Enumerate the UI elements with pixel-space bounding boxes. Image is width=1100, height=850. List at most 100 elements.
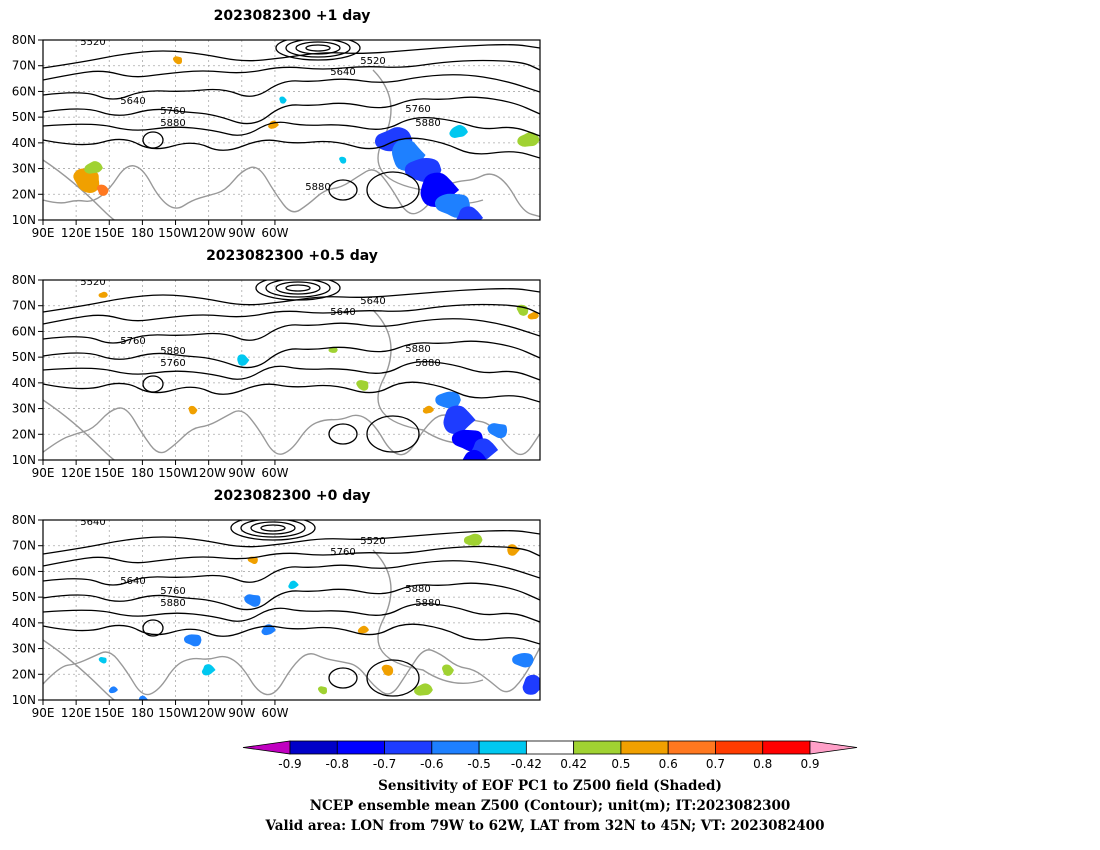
sensitivity-shading <box>172 56 183 65</box>
z500-contour <box>43 623 540 645</box>
sensitivity-shading <box>414 683 433 696</box>
colorbar-label: 0.8 <box>753 757 772 771</box>
colorbar-box <box>336 740 385 755</box>
lon-tick-label: 150E <box>94 706 125 720</box>
map-panel-3: 5640552057605640576058805880588080N70N60… <box>12 513 541 720</box>
sensitivity-shading <box>237 354 250 366</box>
z500-contour <box>43 137 540 159</box>
coastline <box>43 159 143 220</box>
lat-tick-label: 30N <box>12 402 36 416</box>
colorbar-label: -0.6 <box>420 757 443 771</box>
contour-label: 5520 <box>80 37 105 48</box>
lon-tick-label: 150E <box>94 226 125 240</box>
z500-contour <box>43 381 540 403</box>
lat-tick-label: 30N <box>12 642 36 656</box>
z500-contour <box>240 520 306 538</box>
caption-line-2: NCEP ensemble mean Z500 (Contour); unit(… <box>310 798 791 814</box>
lat-tick-label: 60N <box>12 84 36 98</box>
sensitivity-shading <box>463 533 483 546</box>
contour-label: 5640 <box>120 576 145 587</box>
sensitivity-shading <box>339 156 347 164</box>
panel-title: 2023082300 +1 day <box>214 8 371 24</box>
sensitivity-shading <box>356 380 369 391</box>
sensitivity-shading <box>138 695 149 700</box>
contour-label: 5880 <box>405 344 430 355</box>
colorbar-label: -0.9 <box>278 757 301 771</box>
colorbar-box <box>431 740 480 755</box>
z500-contour <box>43 74 540 100</box>
z500-contour <box>43 96 540 125</box>
contour-label: 5880 <box>405 584 430 595</box>
lon-tick-label: 120E <box>61 706 91 720</box>
lon-tick-label: 60W <box>261 706 288 720</box>
contour-label: 5880 <box>415 358 440 369</box>
sensitivity-shading <box>357 625 369 634</box>
z500-contour <box>43 44 540 69</box>
colorbar-box <box>620 740 669 755</box>
z500-contour <box>366 171 420 209</box>
sensitivity-shading <box>328 346 338 353</box>
contour-label: 5640 <box>80 517 105 528</box>
coastline <box>43 647 540 696</box>
z500-contour <box>43 560 540 586</box>
colorbar-box <box>525 740 575 755</box>
colorbar-label: 0.7 <box>706 757 725 771</box>
lat-tick-label: 60N <box>12 324 36 338</box>
lon-tick-label: 90E <box>32 226 55 240</box>
z500-contour <box>275 40 361 61</box>
sensitivity-shading <box>487 423 508 439</box>
sensitivity-shading <box>517 132 540 147</box>
sensitivity-shading <box>279 96 287 104</box>
z500-contour <box>265 280 331 298</box>
lon-tick-label: 120E <box>61 466 91 480</box>
sensitivity-shading <box>288 580 299 589</box>
lat-tick-label: 70N <box>12 59 36 73</box>
contour-label: 5640 <box>120 96 145 107</box>
colorbar-upper-extension <box>809 740 858 755</box>
z500-contour <box>43 602 540 623</box>
z500-contour <box>43 545 540 567</box>
sensitivity-shading <box>462 449 487 460</box>
z500-contour <box>43 59 540 81</box>
lon-tick-label: 60W <box>261 226 288 240</box>
colorbar-label: -0.8 <box>326 757 349 771</box>
contour-label: 5760 <box>160 586 185 597</box>
lat-tick-label: 20N <box>12 187 36 201</box>
sensitivity-shading <box>449 124 468 138</box>
sensitivity-shading <box>96 184 109 196</box>
z500-contour <box>43 360 540 381</box>
map-frame <box>42 279 541 461</box>
z500-contour <box>43 288 540 313</box>
z500-contour <box>43 530 540 555</box>
lat-tick-label: 80N <box>12 33 36 47</box>
z500-contour <box>305 44 331 52</box>
sensitivity-shading <box>73 168 100 193</box>
lat-tick-label: 50N <box>12 110 36 124</box>
colorbar-label: -0.5 <box>467 757 490 771</box>
contour-label: 5880 <box>415 598 440 609</box>
lat-tick-label: 10N <box>12 453 36 467</box>
sensitivity-shading <box>381 664 394 676</box>
lon-tick-label: 90E <box>32 466 55 480</box>
lat-tick-label: 70N <box>12 299 36 313</box>
z500-contour <box>275 281 321 295</box>
lon-tick-label: 150E <box>94 466 125 480</box>
map-panel-2: 5520564056405760588057605880588080N70N60… <box>12 273 541 480</box>
z500-contour <box>250 521 296 535</box>
lon-tick-label: 60W <box>261 466 288 480</box>
lon-tick-label: 90W <box>228 226 255 240</box>
lat-tick-label: 80N <box>12 513 36 527</box>
sensitivity-shading <box>442 664 454 676</box>
lat-tick-label: 20N <box>12 427 36 441</box>
z500-contour <box>260 524 286 532</box>
map-frame <box>42 519 541 701</box>
z500-contour <box>142 131 164 149</box>
coastline <box>43 399 143 460</box>
contour-label: 5520 <box>360 56 385 67</box>
colorbar-box <box>573 740 622 755</box>
contour-label: 5640 <box>330 307 355 318</box>
caption-line-3: Valid area: LON from 79W to 62W, LAT fro… <box>265 818 825 834</box>
lat-tick-label: 60N <box>12 564 36 578</box>
sensitivity-shading <box>244 594 261 607</box>
